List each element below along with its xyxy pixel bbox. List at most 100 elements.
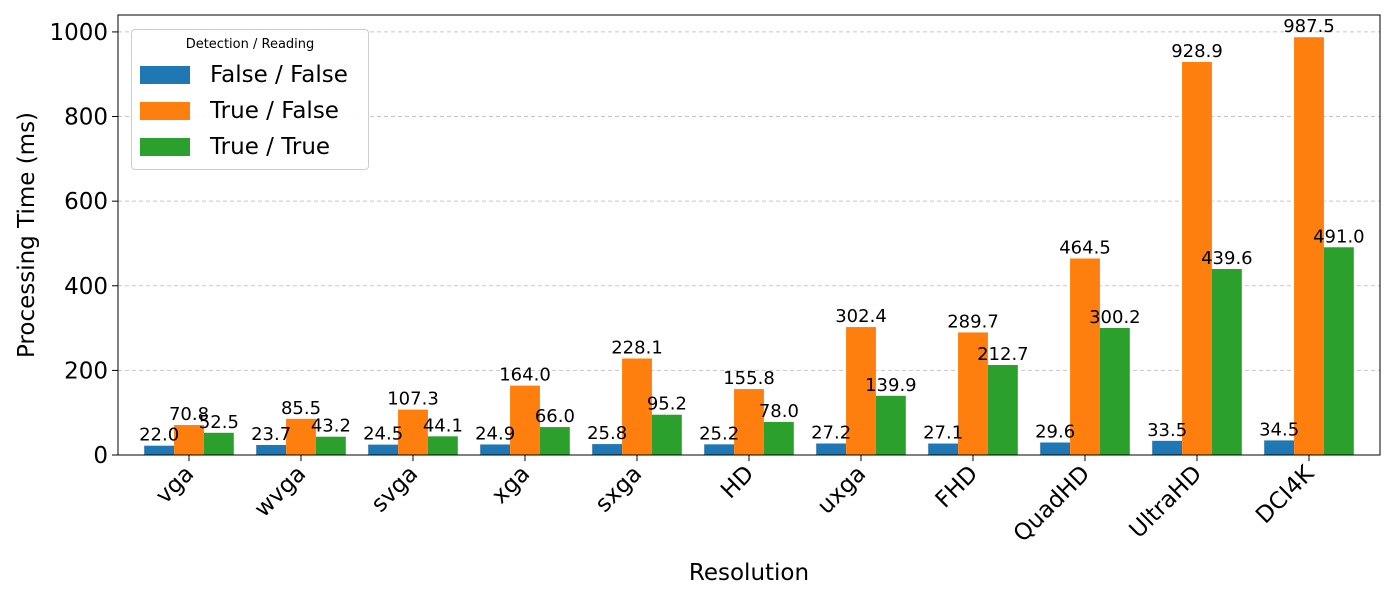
bar [651,414,682,455]
bar [480,444,511,455]
bar [987,365,1018,455]
bar [144,445,175,455]
bar [1182,62,1212,455]
bar [622,358,652,455]
bar-value-label: 29.6 [1035,421,1075,442]
bar-value-label: 464.5 [1059,237,1111,258]
bar-value-label: 70.8 [169,404,209,425]
y-axis: 0 200 400 600 800 1000 [49,20,118,469]
bar-value-label: 228.1 [611,337,663,358]
bar-value-label: 164.0 [499,365,551,386]
bar-value-label: 33.5 [1147,420,1187,441]
legend-title: Detection / Reading [185,37,315,52]
bar [1211,269,1242,455]
bar [928,443,959,455]
bar-value-label: 52.5 [199,412,239,433]
bar-value-label: 34.5 [1259,419,1299,440]
bar [734,389,764,455]
y-tick-label: 800 [64,105,108,131]
bar-value-label: 24.5 [363,424,403,445]
y-tick-label: 0 [93,443,108,469]
bar-value-label: 289.7 [947,311,999,332]
bar-value-label: 300.2 [1089,307,1141,328]
bar-value-label: 44.1 [423,415,463,436]
x-tick-label: uxga [813,461,872,520]
y-axis-label: Processing Time (ms) [14,112,40,358]
bar [1099,327,1130,455]
bar [398,409,428,455]
bar-value-label: 24.9 [475,423,515,444]
x-tick-label: HD [716,461,759,504]
x-tick-label: QuadHD [1009,461,1096,548]
bar [427,436,458,455]
bar [1152,440,1183,455]
bar [203,432,234,455]
x-tick-label: DCI4K [1251,460,1320,529]
bar [256,444,287,455]
bar-value-label: 66.0 [535,406,575,427]
legend-item-false-false: False / False [140,60,348,90]
bar-value-label: 25.2 [699,423,739,444]
bar-value-label: 491.0 [1313,226,1365,247]
x-tick-label: wvga [250,461,312,523]
bar-value-label: 43.2 [311,416,351,437]
bar [510,385,540,455]
x-tick-label: svga [366,461,423,518]
bar-value-label: 27.2 [811,422,851,443]
bar [286,418,316,455]
bar [846,327,876,455]
bar [1294,37,1324,455]
legend: Detection / Reading False / False True /… [131,29,369,170]
legend-item-true-true: True / True [140,132,330,162]
bar [592,444,623,455]
bar-value-label: 78.0 [759,401,799,422]
x-tick-label: sxga [590,461,647,518]
legend-label: True / False [210,98,339,124]
bar [816,443,847,455]
bar-value-label: 27.1 [923,423,963,444]
bars [144,37,1354,455]
x-tick-label: vga [151,461,199,509]
bar-value-label: 22.0 [139,425,179,446]
bar-value-label: 107.3 [387,389,439,410]
y-tick-label: 600 [64,189,108,215]
bar-value-label: 155.8 [723,368,775,389]
bar [368,444,399,455]
legend-swatch [140,138,190,156]
x-tick-label: UltraHD [1125,461,1208,544]
bar [1070,258,1100,455]
bar [539,427,570,455]
x-axis-label: Resolution [689,560,809,586]
y-tick-label: 400 [64,274,108,300]
bar-value-label: 928.9 [1171,41,1223,62]
bar-value-label: 85.5 [281,398,321,419]
legend-label: False / False [210,62,348,88]
y-tick-label: 200 [64,358,108,384]
bar-value-label: 25.8 [587,423,627,444]
legend-item-true-false: True / False [140,96,339,126]
bar [958,332,988,455]
legend-swatch [140,102,190,120]
y-tick-label: 1000 [49,20,108,46]
bar-value-label: 212.7 [977,344,1029,365]
bar-value-label: 139.9 [865,375,917,396]
bar [875,395,906,455]
legend-label: True / True [210,134,331,160]
x-tick-label: FHD [931,461,984,514]
bar [704,444,735,455]
bar [315,436,346,455]
bar [1264,440,1295,455]
bar [174,425,204,455]
legend-swatch [140,66,190,84]
bar-value-label: 23.7 [251,424,291,445]
bar [1323,247,1354,455]
bar [1040,442,1071,455]
bar-value-label: 95.2 [647,394,687,415]
bar-value-label: 439.6 [1201,248,1253,269]
bar-value-label: 987.5 [1283,16,1335,37]
bar-value-label: 302.4 [835,306,887,327]
bar [763,422,794,455]
x-axis: vga wvga svga xga sxga HD uxga FHD QuadHD UltraHD… [151,455,1320,547]
data-labels: 22.070.852.5 23.7 85.543.2 24.5 107.3 44.1 24.… [139,16,1365,445]
